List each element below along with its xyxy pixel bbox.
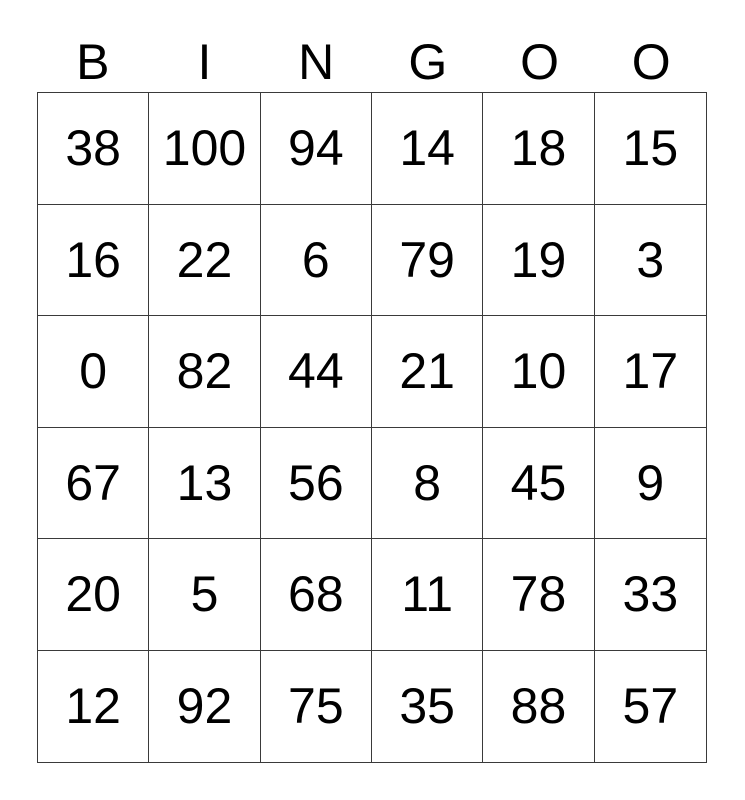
bingo-cell[interactable]: 16 xyxy=(38,204,150,316)
bingo-cell[interactable]: 10 xyxy=(483,316,595,428)
bingo-header-letter-b: B xyxy=(76,34,110,90)
bingo-cell[interactable]: 56 xyxy=(260,427,372,539)
bingo-cell[interactable]: 17 xyxy=(594,316,706,428)
bingo-cell[interactable]: 82 xyxy=(149,316,261,428)
bingo-cell[interactable]: 88 xyxy=(483,650,595,762)
bingo-cell[interactable]: 92 xyxy=(149,650,261,762)
bingo-cell[interactable]: 21 xyxy=(372,316,484,428)
bingo-cell[interactable]: 100 xyxy=(149,93,261,205)
bingo-cell[interactable]: 6 xyxy=(260,204,372,316)
bingo-cell[interactable]: 75 xyxy=(261,650,372,762)
bingo-cell[interactable]: 9 xyxy=(594,428,706,539)
bingo-cell[interactable]: 13 xyxy=(149,427,261,539)
bingo-cell[interactable]: 45 xyxy=(483,427,595,539)
bingo-cell[interactable]: 57 xyxy=(622,678,679,735)
bingo-cell[interactable]: 3 xyxy=(594,205,706,316)
bingo-cell[interactable]: 18 xyxy=(483,93,595,205)
bingo-cell[interactable]: 35 xyxy=(372,650,484,762)
bingo-header-row: B I N G O O xyxy=(37,0,707,92)
bingo-cell[interactable]: 67 xyxy=(38,427,150,539)
bingo-grid: 38 100 94 14 18 15 16 22 6 79 19 3 0 82 … xyxy=(37,92,707,763)
bingo-header-letter-o1: O xyxy=(520,34,559,90)
bingo-cell[interactable]: 38 xyxy=(38,93,150,205)
bingo-cell[interactable]: 44 xyxy=(260,316,372,428)
bingo-cell[interactable]: 0 xyxy=(38,316,150,428)
bingo-header-letter-o2: O xyxy=(631,34,671,90)
bingo-cell[interactable]: 68 xyxy=(260,539,372,651)
bingo-cell[interactable]: 14 xyxy=(372,93,484,205)
bingo-cell[interactable]: 15 xyxy=(594,93,706,205)
bingo-cell[interactable]: 94 xyxy=(260,93,372,205)
bingo-cell[interactable]: 78 xyxy=(483,539,595,651)
bingo-cell[interactable]: 12 xyxy=(38,650,150,762)
bingo-cell[interactable]: 20 xyxy=(38,539,150,651)
bingo-header-letter-n: N xyxy=(298,34,335,90)
bingo-cell[interactable]: 19 xyxy=(483,204,595,316)
bingo-header-letter-g: G xyxy=(408,34,448,90)
bingo-cell[interactable]: 8 xyxy=(372,427,484,539)
bingo-card: B I N G O O 38 100 94 14 18 15 16 22 6 7… xyxy=(37,0,707,763)
bingo-cell[interactable]: 11 xyxy=(372,539,484,651)
bingo-cell[interactable]: 5 xyxy=(149,539,261,651)
bingo-cell[interactable]: 79 xyxy=(372,204,484,316)
bingo-cell[interactable]: 22 xyxy=(149,204,261,316)
bingo-cell[interactable]: 33 xyxy=(594,539,706,651)
bingo-header-letter-i: I xyxy=(197,34,212,90)
